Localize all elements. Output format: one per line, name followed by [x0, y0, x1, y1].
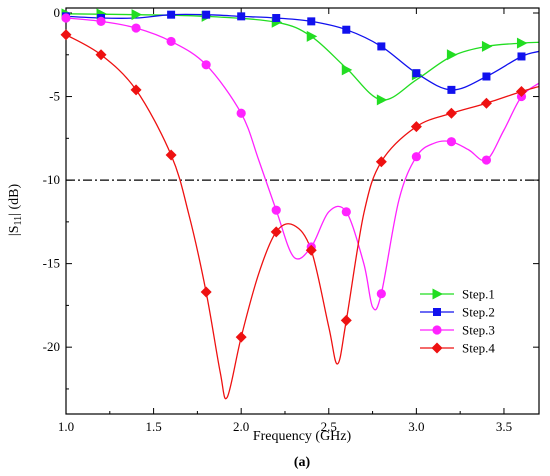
data-point-step-4: [270, 226, 282, 238]
data-point-step-2: [412, 69, 421, 78]
data-point-step-3: [236, 108, 246, 118]
y-tick-label: 0: [54, 5, 61, 20]
x-tick-label: 3.5: [496, 419, 512, 434]
data-point-step-4: [375, 156, 387, 168]
legend-label-step-3: Step.3: [462, 323, 495, 338]
series-line-step-4: [66, 34, 539, 400]
data-point-step-2: [237, 12, 246, 21]
legend-label-step-1: Step.1: [462, 287, 495, 302]
data-point-step-4: [130, 84, 142, 96]
data-point-step-3: [411, 152, 421, 162]
y-axis-label: |S11| (dB): [7, 184, 24, 237]
data-point-step-2: [377, 42, 386, 51]
legend: Step.1 Step.2 Step.3 Step.4: [420, 287, 495, 356]
data-point-step-2: [307, 17, 316, 26]
y-tick-label: -20: [43, 339, 60, 354]
data-point-step-1: [446, 49, 458, 61]
y-axis-label-main: |S: [7, 226, 22, 237]
ticks-layer: 1.0 1.5 2.0 2.5 3.0 3.5 0 -5 -10 -15 -20: [43, 5, 539, 434]
data-point-step-4: [60, 29, 72, 41]
y-axis-label-tail: | (dB): [7, 184, 22, 216]
data-point-step-3: [376, 289, 386, 299]
data-point-step-4: [165, 149, 177, 161]
x-tick-label: 1.5: [145, 419, 161, 434]
data-point-step-4: [200, 286, 212, 298]
data-point-step-1: [376, 94, 388, 106]
data-point-step-4: [410, 121, 422, 133]
legend-marker-step-4: [431, 342, 443, 354]
data-point-step-2: [342, 25, 351, 34]
data-point-step-3: [481, 155, 492, 165]
data-point-step-4: [445, 107, 457, 119]
data-point-step-2: [202, 10, 211, 19]
data-point-step-1: [306, 30, 318, 42]
data-point-step-3: [96, 16, 106, 26]
data-point-step-4: [305, 244, 317, 256]
data-point-step-1: [341, 64, 353, 76]
x-tick-label: 2.0: [233, 419, 249, 434]
data-point-step-3: [131, 23, 141, 33]
data-point-step-2: [517, 52, 526, 61]
legend-marker-step-1: [432, 288, 443, 300]
legend-label-step-4: Step.4: [462, 341, 495, 356]
data-point-step-3: [166, 36, 176, 47]
data-point-step-3: [446, 137, 457, 147]
data-point-step-2: [482, 72, 491, 81]
y-tick-label: -15: [43, 256, 60, 271]
data-point-step-4: [480, 97, 492, 109]
legend-marker-step-3: [432, 325, 442, 335]
x-tick-label: 2.5: [321, 419, 337, 434]
legend-label-step-2: Step.2: [462, 305, 495, 320]
data-point-step-1: [516, 37, 528, 49]
data-point-step-3: [201, 60, 211, 70]
data-point-step-4: [515, 86, 527, 98]
y-tick-label: -5: [49, 89, 60, 104]
y-axis-label-sub: 11: [13, 216, 24, 226]
series-line-step-3: [66, 17, 539, 311]
data-point-step-2: [272, 14, 281, 23]
data-point-step-3: [61, 13, 71, 23]
data-point-step-2: [167, 10, 176, 19]
data-point-step-3: [341, 207, 351, 217]
data-point-step-1: [481, 40, 493, 52]
x-tick-label: 3.0: [408, 419, 424, 434]
x-axis-label: Frequency (GHz): [253, 429, 352, 444]
data-point-step-4: [95, 49, 107, 61]
data-point-step-3: [271, 205, 281, 215]
legend-marker-step-2: [433, 308, 441, 316]
data-point-step-4: [235, 331, 247, 343]
figure-caption: (a): [294, 455, 311, 470]
data-point-step-4: [340, 314, 352, 326]
data-point-step-1: [131, 9, 143, 21]
markers-layer: [60, 8, 528, 343]
plot-frame: [65, 7, 540, 415]
y-tick-label: -10: [43, 172, 60, 187]
x-tick-label: 1.0: [58, 419, 74, 434]
data-point-step-2: [447, 85, 456, 94]
